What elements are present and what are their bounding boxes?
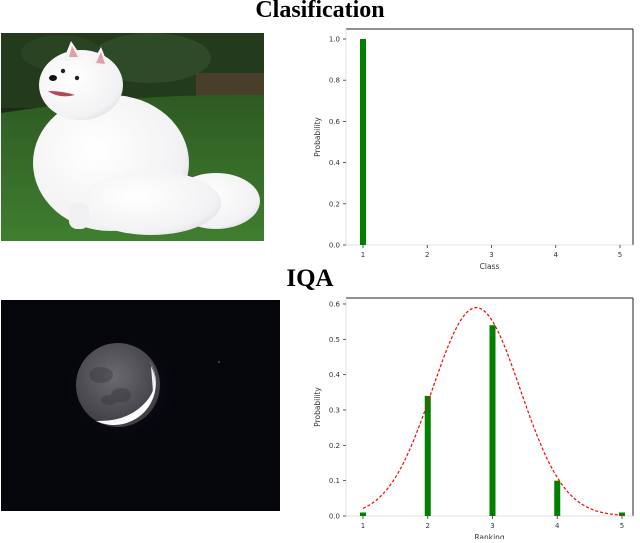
y-tick-label: 0.4 bbox=[329, 371, 341, 379]
moon-photo bbox=[1, 300, 280, 511]
y-tick-label: 0.6 bbox=[329, 301, 341, 309]
y-tick-label: 0.0 bbox=[329, 513, 340, 521]
y-tick-label: 0.4 bbox=[329, 159, 341, 167]
y-axis-label: Probability bbox=[313, 387, 322, 427]
y-tick-label: 0.6 bbox=[329, 118, 341, 126]
classification-title: Clasification bbox=[255, 0, 385, 23]
x-axis-label: Ranking bbox=[474, 533, 505, 539]
x-tick-label: 1 bbox=[361, 251, 365, 259]
y-tick-label: 1.0 bbox=[329, 36, 340, 44]
x-tick-label: 2 bbox=[426, 522, 430, 530]
x-tick-label: 3 bbox=[489, 251, 493, 259]
dog-photo bbox=[1, 33, 264, 241]
x-tick-label: 5 bbox=[618, 251, 622, 259]
y-tick-label: 0.2 bbox=[329, 442, 340, 450]
y-tick-label: 0.2 bbox=[329, 200, 340, 208]
iqa-title: IQA bbox=[286, 265, 334, 292]
x-tick-label: 1 bbox=[361, 522, 365, 530]
classification-chart: 0.0 0.2 0.4 0.6 0.8 1.0 1 2 3 4 5 Class Probability bbox=[300, 25, 640, 275]
bar bbox=[554, 480, 561, 516]
x-tick-label: 2 bbox=[425, 251, 429, 259]
y-axis-label: Probability bbox=[313, 117, 322, 157]
x-tick-label: 4 bbox=[554, 251, 559, 259]
x-axis-label: Class bbox=[480, 262, 500, 271]
bar bbox=[619, 512, 625, 516]
y-tick-label: 0.3 bbox=[329, 407, 340, 415]
bar bbox=[424, 395, 431, 516]
iqa-chart: 0.0 0.1 0.2 0.3 0.4 0.5 0.6 1 2 3 4 5 Ranking Probabi… bbox=[300, 290, 640, 542]
y-tick-label: 0.8 bbox=[329, 77, 340, 85]
y-tick-label: 0.0 bbox=[329, 242, 340, 250]
x-tick-label: 5 bbox=[620, 522, 624, 530]
bar bbox=[489, 325, 496, 516]
bar bbox=[360, 512, 366, 516]
y-tick-label: 0.1 bbox=[329, 477, 340, 485]
y-tick-label: 0.5 bbox=[329, 336, 340, 344]
bar bbox=[360, 39, 366, 245]
gaussian-fit-curve bbox=[362, 306, 623, 516]
x-tick-label: 4 bbox=[555, 522, 560, 530]
x-tick-label: 3 bbox=[490, 522, 494, 530]
